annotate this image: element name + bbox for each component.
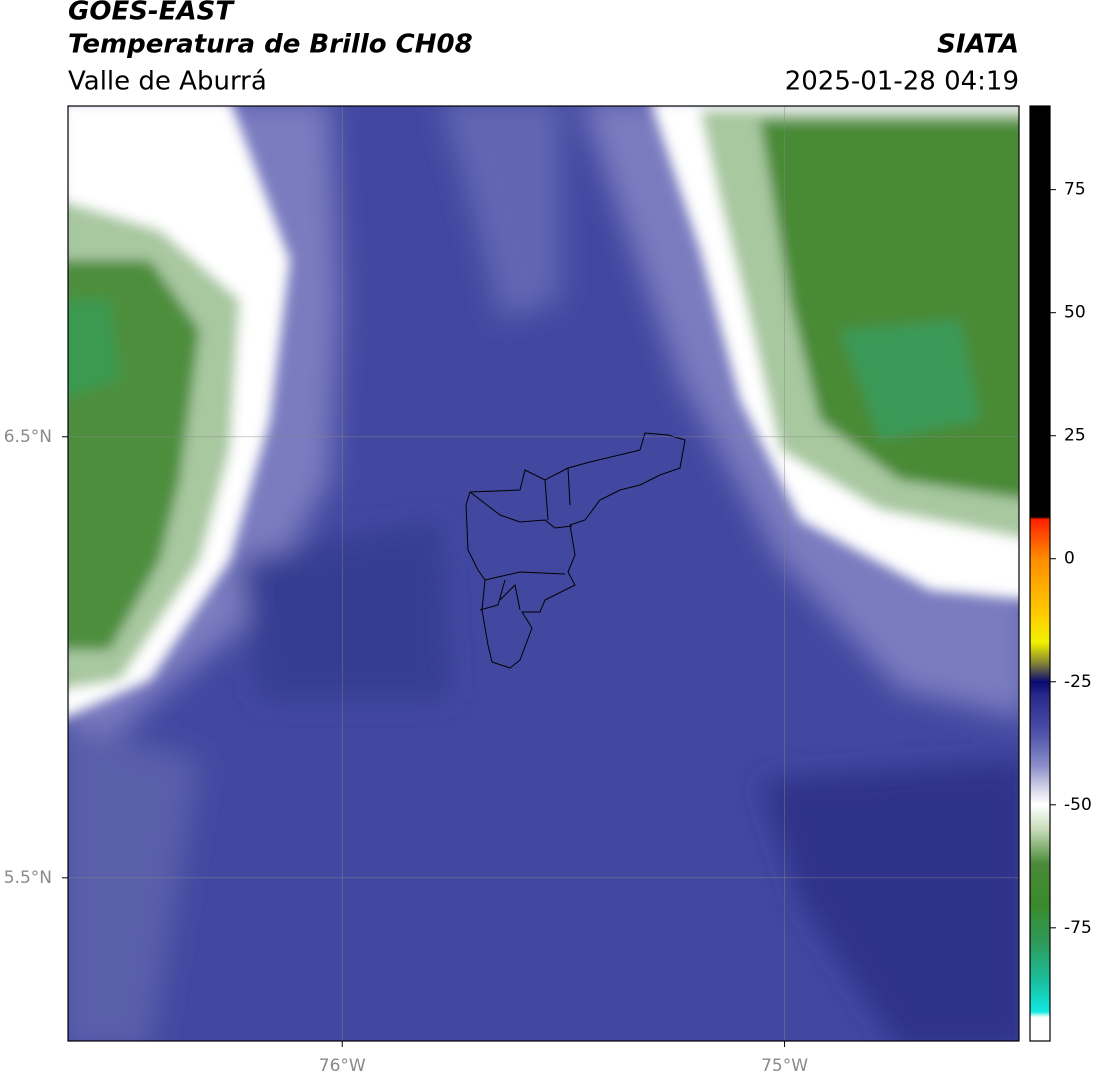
colorbar-tick-label: 50 bbox=[1064, 303, 1086, 323]
colorbar-tick-label: 75 bbox=[1064, 180, 1086, 200]
colorbar-tick-label: 0 bbox=[1064, 549, 1075, 569]
colorbar bbox=[1029, 105, 1051, 1042]
x-tick-label: 76°W bbox=[319, 1056, 366, 1076]
source: SIATA bbox=[937, 30, 1019, 60]
municipal-boundaries bbox=[465, 432, 686, 669]
map-axes: 76°W 75°W 6.5°N 5.5°N bbox=[4, 106, 1019, 1076]
y-tick-label: 5.5°N bbox=[4, 868, 52, 888]
title: GOES-EAST bbox=[68, 0, 235, 27]
datetime: 2025-01-28 04:19 bbox=[785, 67, 1019, 97]
colorbar-tick-label: 25 bbox=[1064, 426, 1086, 446]
subtitle: Temperatura de Brillo CH08 bbox=[68, 30, 473, 60]
colorbar-tick-label: -25 bbox=[1064, 672, 1092, 692]
region: Valle de Aburrá bbox=[68, 67, 267, 97]
map-frame bbox=[67, 105, 1020, 1042]
x-tick-label: 75°W bbox=[761, 1056, 808, 1076]
colorbar-tick-label: -50 bbox=[1064, 795, 1092, 815]
satellite-image bbox=[68, 106, 1019, 1041]
y-tick-label: 6.5°N bbox=[4, 427, 52, 447]
colorbar-tick-label: -75 bbox=[1064, 918, 1092, 938]
